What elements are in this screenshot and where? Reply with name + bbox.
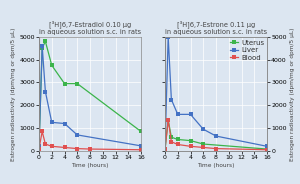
X-axis label: Time (hours): Time (hours) [197,163,235,168]
Title: [³H]6,7-Estradiol 0.10 µg
in aqueous solution s.c. in rats: [³H]6,7-Estradiol 0.10 µg in aqueous sol… [39,20,141,35]
Uterus [265,148,269,150]
Liver [169,98,173,101]
Blood [214,148,218,150]
X-axis label: Time (hours): Time (hours) [71,163,109,168]
Liver [37,145,41,147]
Blood [76,148,79,150]
Line: Blood: Blood [163,118,269,151]
Blood [139,149,143,151]
Uterus [44,40,47,43]
Blood [265,149,269,151]
Uterus [167,119,170,121]
Legend: Uterus, Liver, Blood: Uterus, Liver, Blood [229,38,266,62]
Y-axis label: Estrogen radioactivity (dpm/mg or dpm/5 µL): Estrogen radioactivity (dpm/mg or dpm/5 … [290,27,295,161]
Liver [44,91,47,93]
Uterus [202,143,205,145]
Liver [189,113,192,116]
Blood [169,141,173,143]
Liver [176,113,179,116]
Line: Liver: Liver [163,35,269,150]
Blood [202,146,205,148]
Uterus [40,47,44,49]
Title: [³H]6,7-Estrone 0.11 µg
in aqueous solution s.c. in rats: [³H]6,7-Estrone 0.11 µg in aqueous solut… [165,20,267,35]
Blood [88,148,92,150]
Liver [40,45,44,47]
Blood [40,130,44,133]
Uterus [63,82,66,85]
Uterus [176,138,179,141]
Uterus [189,139,192,142]
Line: Uterus: Uterus [37,40,143,148]
Line: Uterus: Uterus [163,118,269,151]
Y-axis label: Estrogen radioactivity (dpm/mg or dpm/5 µL): Estrogen radioactivity (dpm/mg or dpm/5 … [11,27,16,161]
Liver [202,128,205,130]
Uterus [169,136,173,138]
Blood [163,148,167,150]
Liver [167,36,170,38]
Liver [139,145,143,147]
Liver [63,122,66,125]
Blood [176,143,179,146]
Line: Liver: Liver [37,44,143,148]
Uterus [76,82,79,85]
Uterus [163,149,167,151]
Line: Blood: Blood [37,130,143,151]
Liver [76,134,79,136]
Liver [214,135,218,137]
Blood [37,148,41,150]
Uterus [50,64,54,66]
Liver [265,145,269,147]
Blood [189,145,192,147]
Blood [50,145,54,147]
Uterus [139,130,143,133]
Uterus [37,145,41,147]
Blood [63,146,66,148]
Liver [163,148,167,150]
Liver [50,121,54,123]
Blood [167,119,170,121]
Blood [44,143,47,145]
